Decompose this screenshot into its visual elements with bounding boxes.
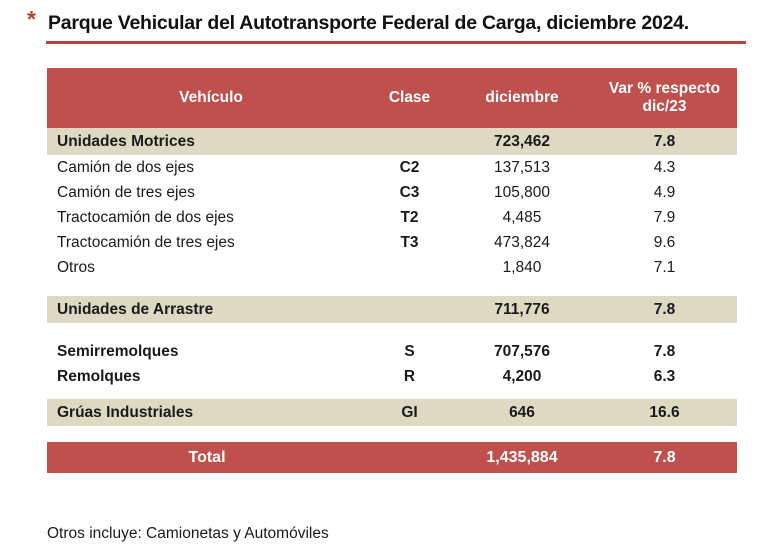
table-spacer-row bbox=[47, 323, 737, 339]
cell-vehiculo: Otros bbox=[57, 258, 95, 276]
column-header-clase: Clase bbox=[388, 88, 431, 106]
cell-vehiculo: Unidades de Arrastre bbox=[47, 296, 367, 323]
cell-vehiculo: Grúas Industriales bbox=[47, 399, 367, 426]
page-title: Parque Vehicular del Autotransporte Fede… bbox=[48, 12, 689, 34]
table-group-row: Unidades Motrices 723,462 7.8 bbox=[47, 128, 737, 155]
table-body: Unidades Motrices 723,462 7.8 Camión de dos… bbox=[47, 128, 737, 473]
spacer-cell bbox=[47, 389, 737, 399]
cell-variacion: 4.9 bbox=[653, 183, 676, 201]
column-header-diciembre: diciembre bbox=[485, 88, 559, 106]
cell-clase bbox=[367, 255, 452, 280]
table-row: Semirremolques S 707,576 7.8 bbox=[47, 339, 737, 364]
cell-clase bbox=[367, 296, 452, 323]
column-header-variacion-line2: dic/23 bbox=[642, 98, 687, 115]
cell-clase: C2 bbox=[399, 158, 420, 176]
table-row: Camión de dos ejes C2 137,513 4.3 bbox=[47, 155, 737, 180]
asterisk-marker: * bbox=[27, 6, 36, 32]
cell-clase: S bbox=[404, 342, 415, 360]
cell-variacion: 7.1 bbox=[653, 258, 676, 276]
cell-variacion: 16.6 bbox=[592, 399, 737, 426]
table-row: Tractocamión de dos ejes T2 4,485 7.9 bbox=[47, 205, 737, 230]
cell-vehiculo: Tractocamión de dos ejes bbox=[57, 208, 234, 226]
title-underline-rule bbox=[46, 41, 746, 44]
cell-clase: T3 bbox=[400, 233, 419, 251]
cell-diciembre: 711,776 bbox=[452, 296, 592, 323]
cell-variacion: 7.8 bbox=[592, 442, 737, 473]
vehicle-fleet-table: Vehículo Clase diciembre Var % respecto … bbox=[47, 68, 737, 473]
table-row: Remolques R 4,200 6.3 bbox=[47, 364, 737, 389]
cell-clase: R bbox=[403, 367, 416, 385]
spacer-cell bbox=[47, 426, 737, 442]
cell-diciembre: 723,462 bbox=[452, 128, 592, 155]
cell-clase bbox=[367, 128, 452, 155]
column-header-variacion: Var % respecto dic/23 bbox=[592, 68, 737, 128]
table-spacer-row bbox=[47, 389, 737, 399]
cell-clase: GI bbox=[367, 399, 452, 426]
cell-vehiculo: Camión de tres ejes bbox=[57, 183, 195, 201]
cell-diciembre: 646 bbox=[452, 399, 592, 426]
cell-diciembre: 707,576 bbox=[493, 342, 551, 360]
cell-variacion: 9.6 bbox=[653, 233, 676, 251]
cell-diciembre: 4,200 bbox=[502, 367, 542, 385]
cell-variacion: 7.8 bbox=[592, 128, 737, 155]
cell-diciembre: 4,485 bbox=[502, 208, 542, 226]
cell-variacion: 7.8 bbox=[592, 296, 737, 323]
cell-variacion: 7.9 bbox=[653, 208, 676, 226]
table-row: Otros 1,840 7.1 bbox=[47, 255, 737, 280]
table-row: Tractocamión de tres ejes T3 473,824 9.6 bbox=[47, 230, 737, 255]
column-header-vehiculo: Vehículo bbox=[179, 88, 243, 106]
cell-vehiculo: Unidades Motrices bbox=[47, 128, 367, 155]
cell-diciembre: 105,800 bbox=[493, 183, 551, 201]
table-header: Vehículo Clase diciembre Var % respecto … bbox=[47, 68, 737, 128]
cell-variacion: 7.8 bbox=[653, 342, 676, 360]
table-header-row: Vehículo Clase diciembre Var % respecto … bbox=[47, 68, 737, 128]
cell-vehiculo: Semirremolques bbox=[57, 342, 179, 360]
table-spacer-row bbox=[47, 280, 737, 296]
column-header-variacion-line1: Var % respecto bbox=[608, 79, 721, 97]
cell-diciembre: 1,840 bbox=[502, 258, 542, 276]
table-group-row: Unidades de Arrastre 711,776 7.8 bbox=[47, 296, 737, 323]
cell-diciembre: 473,824 bbox=[493, 233, 551, 251]
table-total-row: Total 1,435,884 7.8 bbox=[47, 442, 737, 473]
table-group-row: Grúas Industriales GI 646 16.6 bbox=[47, 399, 737, 426]
cell-variacion: 6.3 bbox=[653, 367, 676, 385]
table-spacer-row bbox=[47, 426, 737, 442]
cell-clase bbox=[367, 442, 452, 473]
table-row: Camión de tres ejes C3 105,800 4.9 bbox=[47, 180, 737, 205]
spacer-cell bbox=[47, 280, 737, 296]
cell-vehiculo: Total bbox=[47, 442, 367, 473]
cell-diciembre: 137,513 bbox=[493, 158, 551, 176]
cell-vehiculo: Remolques bbox=[57, 367, 141, 385]
vehicle-fleet-table-container: Vehículo Clase diciembre Var % respecto … bbox=[47, 68, 737, 473]
spacer-cell bbox=[47, 323, 737, 339]
cell-vehiculo: Camión de dos ejes bbox=[57, 158, 194, 176]
cell-diciembre: 1,435,884 bbox=[452, 442, 592, 473]
cell-clase: C3 bbox=[399, 183, 420, 201]
page-title-block: * Parque Vehicular del Autotransporte Fe… bbox=[0, 4, 768, 44]
table-footnote: Otros incluye: Camionetas y Automóviles bbox=[47, 525, 329, 542]
cell-clase: T2 bbox=[400, 208, 419, 226]
cell-variacion: 4.3 bbox=[653, 158, 676, 176]
cell-vehiculo: Tractocamión de tres ejes bbox=[57, 233, 235, 251]
